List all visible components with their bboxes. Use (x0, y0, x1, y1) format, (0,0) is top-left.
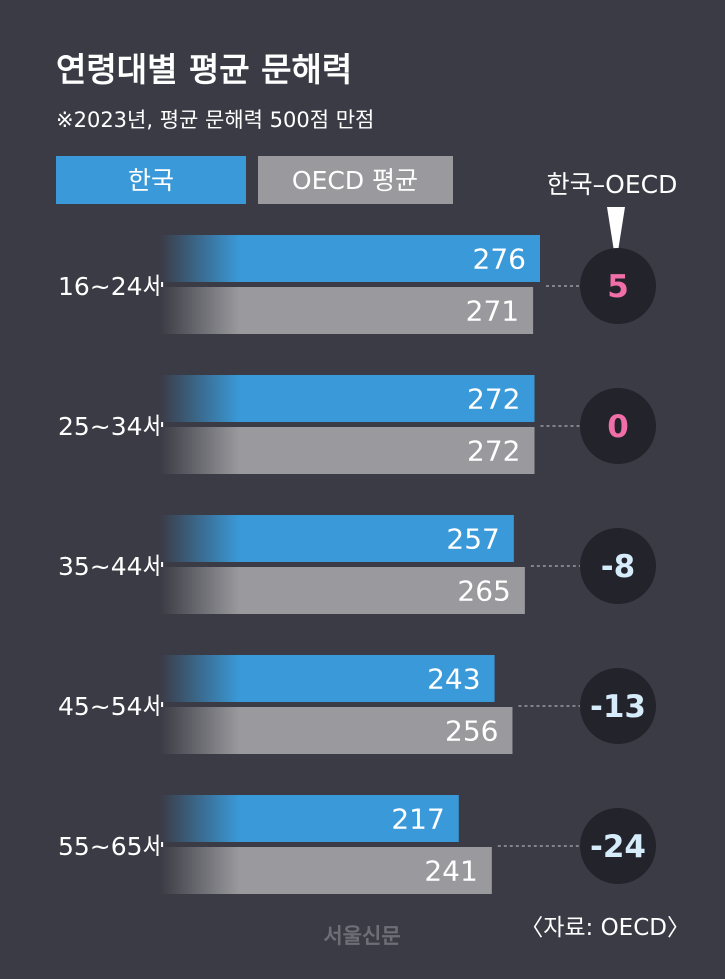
difference-header: 한국–OECD (547, 170, 678, 199)
data-label-korea: 217 (391, 803, 444, 836)
legend-label-oecd: OECD 평균 (292, 166, 418, 195)
difference-circle (580, 248, 656, 324)
legend-swatch-oecd (258, 156, 453, 204)
data-label-korea: 276 (473, 243, 526, 276)
data-label-oecd: 265 (457, 575, 510, 608)
difference-circle (580, 668, 656, 744)
difference-circle (580, 808, 656, 884)
bar-fade (160, 287, 240, 334)
data-label-oecd: 271 (466, 295, 519, 328)
legend-label-korea: 한국 (128, 166, 174, 195)
bar-fade (160, 655, 240, 702)
difference-pointer (607, 207, 625, 264)
legend-swatch-korea (56, 156, 246, 204)
chart-title: 연령대별 평균 문해력 (56, 50, 352, 89)
chart-subtitle: ※2023년, 평균 문해력 500점 만점 (56, 108, 374, 132)
category-label: 25~34세 (58, 412, 166, 441)
logo: 서울신문 (323, 924, 400, 948)
data-label-oecd: 241 (424, 855, 477, 888)
source-note: 〈자료: OECD〉 (520, 915, 690, 941)
bar-fade (160, 515, 240, 562)
bar-fade (160, 427, 240, 474)
difference-circle (580, 388, 656, 464)
category-label: 55~65세 (58, 832, 166, 861)
difference-value: -8 (601, 549, 635, 585)
data-label-oecd: 272 (467, 435, 520, 468)
data-label-korea: 272 (467, 383, 520, 416)
data-label-oecd: 256 (445, 715, 498, 748)
bar-fade (160, 847, 240, 894)
bars-group: 16~24세 276 271 5 25~34세 272 272 0 35~44세 257 265 -8… (58, 235, 656, 894)
difference-value: 5 (607, 269, 629, 305)
bar-fade (160, 567, 240, 614)
bar-fade (160, 235, 240, 282)
bar-fade (160, 707, 240, 754)
category-label: 45~54세 (58, 692, 166, 721)
legend: 한국 OECD 평균 (56, 156, 453, 204)
difference-circle (580, 528, 656, 604)
category-label: 35~44세 (58, 552, 166, 581)
category-label: 16~24세 (58, 272, 166, 301)
difference-value: 0 (607, 409, 629, 445)
data-label-korea: 257 (446, 523, 499, 556)
bar-fade (160, 795, 240, 842)
difference-value: -24 (590, 829, 646, 865)
bar-fade (160, 375, 240, 422)
data-label-korea: 243 (427, 663, 480, 696)
difference-value: -13 (590, 689, 646, 725)
